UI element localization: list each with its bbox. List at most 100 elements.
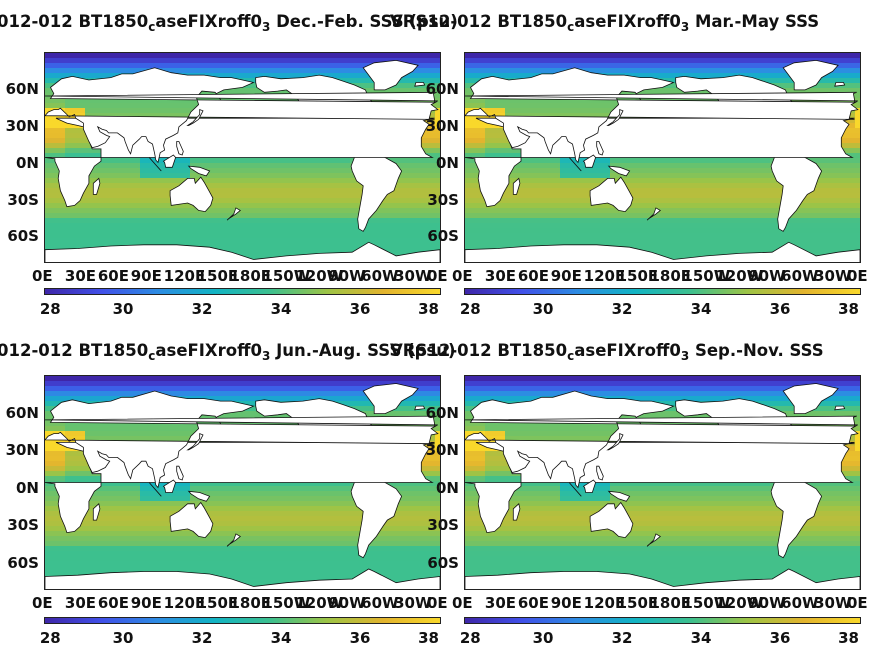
sss-cell — [400, 243, 406, 249]
sss-cell — [565, 188, 571, 194]
sss-cell — [235, 213, 241, 219]
sss-cell — [465, 103, 471, 109]
sss-cell — [95, 203, 101, 209]
sss-cell — [580, 218, 586, 224]
sss-cell — [535, 63, 541, 69]
sss-cell — [110, 58, 116, 64]
sss-cell — [140, 228, 146, 234]
sss-cell — [220, 238, 226, 244]
sss-cell — [485, 153, 491, 159]
sss-cell — [320, 68, 326, 74]
sss-cell — [285, 223, 291, 229]
sss-cell — [220, 183, 226, 189]
sss-cell — [160, 198, 166, 204]
sss-cell — [320, 238, 326, 244]
sss-cell — [405, 168, 411, 174]
sss-cell — [540, 113, 546, 119]
sss-cell — [180, 218, 186, 224]
sss-cell — [580, 58, 586, 64]
sss-cell — [210, 218, 216, 224]
sss-cell — [225, 208, 231, 214]
sss-cell — [70, 213, 76, 219]
sss-cell — [545, 213, 551, 219]
sss-cell — [130, 168, 136, 174]
sss-cell — [265, 213, 271, 219]
sss-cell — [565, 228, 571, 234]
sss-cell — [150, 63, 156, 69]
sss-cell — [400, 83, 406, 89]
sss-cell — [480, 148, 486, 154]
sss-cell — [90, 208, 96, 214]
sss-cell — [465, 128, 471, 134]
sss-cell — [195, 223, 201, 229]
sss-cell — [270, 243, 276, 249]
sss-cell — [280, 198, 286, 204]
sss-cell — [140, 158, 146, 164]
sss-cell — [220, 63, 226, 69]
sss-cell — [540, 168, 546, 174]
sss-cell — [540, 158, 546, 164]
sss-cell — [520, 193, 526, 199]
sss-cell — [175, 98, 181, 104]
sss-cell — [585, 233, 591, 239]
sss-cell — [195, 233, 201, 239]
sss-cell — [290, 218, 296, 224]
sss-cell — [550, 173, 556, 179]
sss-cell — [595, 228, 601, 234]
sss-cell — [55, 183, 61, 189]
sss-cell — [60, 223, 66, 229]
sss-cell — [585, 53, 591, 59]
sss-cell — [645, 243, 651, 249]
sss-cell — [80, 108, 86, 114]
sss-cell — [200, 218, 206, 224]
sss-cell — [405, 213, 411, 219]
sss-cell — [610, 68, 616, 74]
sss-cell — [335, 243, 341, 249]
sss-cell — [435, 63, 440, 69]
sss-cell — [245, 53, 251, 59]
sss-cell — [50, 123, 56, 129]
sss-cell — [585, 63, 591, 69]
sss-cell — [435, 93, 440, 99]
sss-cell — [60, 198, 66, 204]
sss-cell — [550, 188, 556, 194]
sss-cell — [645, 238, 651, 244]
sss-cell — [55, 228, 61, 234]
sss-cell — [550, 208, 556, 214]
sss-cell — [435, 198, 440, 204]
sss-cell — [125, 63, 131, 69]
sss-cell — [95, 243, 101, 249]
sss-cell — [310, 228, 316, 234]
sss-cell — [350, 248, 356, 254]
sss-cell — [130, 108, 136, 114]
sss-cell — [580, 113, 586, 119]
sss-cell — [555, 108, 561, 114]
sss-cell — [130, 193, 136, 199]
sss-cell — [325, 73, 331, 79]
sss-cell — [560, 113, 566, 119]
sss-cell — [270, 223, 276, 229]
sss-cell — [325, 163, 331, 169]
sss-cell — [105, 63, 111, 69]
sss-cell — [435, 158, 440, 164]
sss-cell — [90, 98, 96, 104]
sss-cell — [280, 168, 286, 174]
sss-cell — [285, 73, 291, 79]
sss-cell — [155, 203, 161, 209]
sss-cell — [215, 53, 221, 59]
sss-cell — [330, 248, 336, 254]
sss-cell — [390, 223, 396, 229]
sss-cell — [45, 138, 51, 144]
sss-cell — [235, 68, 241, 74]
sss-cell — [600, 68, 606, 74]
sss-cell — [105, 178, 111, 184]
sss-cell — [200, 213, 206, 219]
sss-cell — [270, 213, 276, 219]
sss-cell — [155, 188, 161, 194]
sss-cell — [50, 133, 56, 139]
sss-cell — [305, 68, 311, 74]
sss-cell — [230, 73, 236, 79]
sss-cell — [395, 53, 401, 59]
sss-cell — [645, 178, 651, 184]
sss-cell — [255, 158, 261, 164]
